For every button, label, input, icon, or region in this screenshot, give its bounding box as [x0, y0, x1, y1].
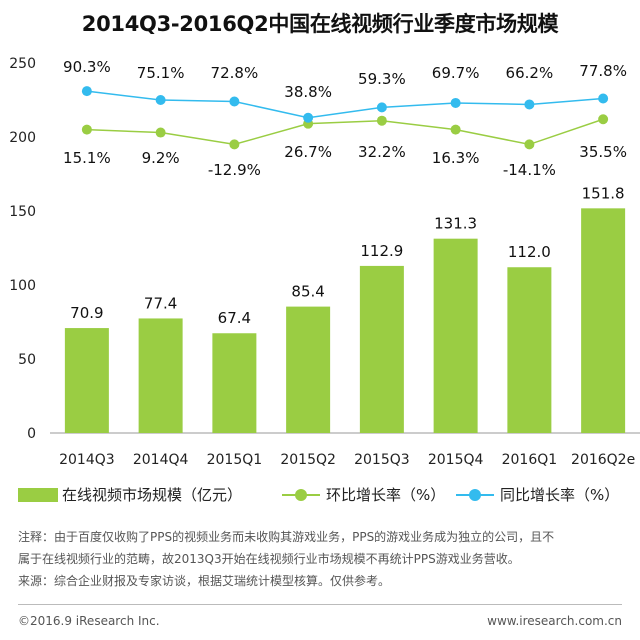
series-point — [524, 99, 535, 110]
legend-swatch-dot — [295, 489, 307, 501]
series-point — [155, 95, 166, 105]
series-point — [376, 115, 387, 126]
series-point — [450, 124, 461, 135]
qoq-data-label: 15.1% — [63, 149, 111, 167]
x-tick-label: 2014Q3 — [59, 452, 115, 468]
yoy-data-label: 69.7% — [432, 64, 480, 82]
series-point — [598, 114, 609, 125]
yoy-data-label: 75.1% — [137, 64, 185, 82]
legend-swatch-dot — [469, 489, 481, 501]
qoq-data-label: 32.2% — [358, 143, 406, 161]
qoq-data-label: 16.3% — [432, 149, 480, 167]
website: www.iresearch.com.cn — [487, 614, 622, 628]
series-point — [81, 86, 92, 97]
copyright: ©2016.9 iResearch Inc. — [18, 614, 160, 628]
y-tick-label: 150 — [9, 204, 36, 220]
yoy-data-label: 72.8% — [211, 64, 259, 82]
qoq-data-label: 9.2% — [142, 149, 180, 167]
x-tick-label: 2016Q2e — [571, 452, 635, 468]
yoy-data-label: 66.2% — [506, 64, 554, 82]
y-tick-label: 250 — [9, 56, 36, 72]
qoq-data-label: 35.5% — [579, 143, 627, 161]
bar — [433, 238, 478, 433]
source-line: 来源：综合企业财报及专家访谈，根据艾瑞统计模型核算。仅供参考。 — [18, 574, 391, 588]
footer-divider — [18, 604, 622, 605]
series-point — [81, 124, 92, 135]
note-line: 属于在线视频行业的范畴，故2013Q3开始在线视频行业市场规模不再统计PPS游戏… — [18, 552, 520, 566]
bar — [507, 267, 552, 433]
yoy-data-label: 38.8% — [284, 83, 332, 101]
qoq-data-label: 26.7% — [284, 143, 332, 161]
series-point — [598, 93, 609, 104]
series-line — [86, 90, 604, 119]
bar-value-label: 77.4 — [144, 294, 177, 312]
bar — [64, 328, 109, 433]
bar — [212, 333, 257, 433]
y-tick-label: 100 — [9, 278, 36, 294]
bar — [581, 208, 626, 433]
y-tick-label: 0 — [27, 426, 36, 442]
bar — [359, 265, 404, 433]
x-tick-label: 2016Q1 — [502, 452, 558, 468]
qoq-data-label: -14.1% — [503, 161, 556, 179]
yoy-data-label: 90.3% — [63, 58, 111, 76]
bar-value-label: 112.9 — [360, 242, 403, 260]
x-tick-label: 2015Q1 — [207, 452, 263, 468]
bar-value-label: 70.9 — [70, 304, 103, 322]
bar — [286, 306, 331, 433]
bar-value-label: 131.3 — [434, 215, 477, 233]
y-tick-label: 50 — [18, 352, 36, 368]
note-line: 注释：由于百度仅收购了PPS的视频业务而未收购其游戏业务，PPS的游戏业务成为独… — [18, 530, 555, 544]
x-tick-label: 2015Q2 — [280, 452, 336, 468]
chart-area: 0 50 100 150 200 250 2014Q3 2014Q4 2015Q1 2015Q2 2… — [9, 56, 640, 468]
chart-title: 2014Q3-2016Q2中国在线视频行业季度市场规模 — [81, 12, 559, 36]
series-point — [229, 96, 240, 107]
notes: 注释：由于百度仅收购了PPS的视频业务而未收购其游戏业务，PPS的游戏业务成为独… — [18, 526, 638, 592]
legend-label: 环比增长率（%） — [326, 486, 446, 504]
series-point — [376, 102, 387, 113]
bar — [138, 318, 183, 433]
x-tick-label: 2015Q4 — [428, 452, 484, 468]
yoy-data-label: 77.8% — [579, 62, 627, 80]
series-point — [155, 127, 166, 138]
series-line — [86, 118, 604, 146]
x-tick-label: 2015Q3 — [354, 452, 410, 468]
legend: 在线视频市场规模（亿元） 环比增长率（%） 同比增长率（%） — [18, 483, 638, 507]
series-point — [229, 139, 240, 150]
legend-swatch-bar — [18, 488, 58, 502]
bar-value-label: 67.4 — [218, 309, 251, 327]
series-point — [303, 112, 314, 123]
yoy-data-label: 59.3% — [358, 70, 406, 88]
bar-value-label: 151.8 — [582, 184, 625, 202]
bar-value-label: 85.4 — [291, 283, 324, 301]
bar-value-label: 112.0 — [508, 243, 551, 261]
y-tick-label: 200 — [9, 130, 36, 146]
qoq-data-label: -12.9% — [208, 161, 261, 179]
legend-label: 同比增长率（%） — [500, 486, 620, 504]
x-tick-label: 2014Q4 — [133, 452, 189, 468]
series-point — [524, 139, 535, 150]
legend-label: 在线视频市场规模（亿元） — [62, 486, 243, 504]
series-point — [450, 97, 461, 108]
